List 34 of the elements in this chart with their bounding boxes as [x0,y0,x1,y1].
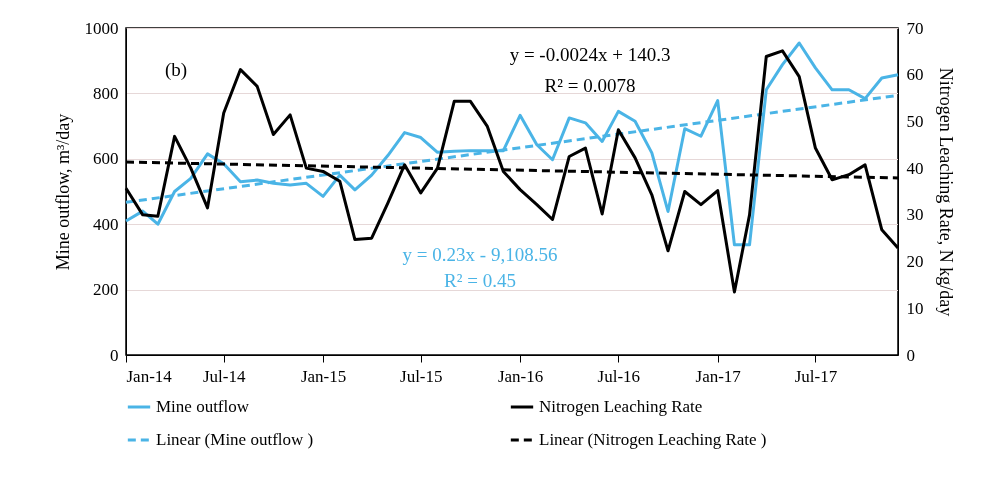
y-tick-label: 200 [93,280,119,300]
annotation: y = 0.23x - 9,108.56 [402,244,558,265]
annotation: y = -0.0024x + 140.3 [509,44,671,65]
legend-label: Nitrogen Leaching Rate [539,397,703,416]
y2-tick-label: 50 [906,111,924,131]
x-tick-label: Jul-17 [794,366,838,386]
legend-label: Mine outflow [156,397,250,416]
legend-label: Linear (Nitrogen Leaching Rate ) [539,430,767,449]
x-tick-label: Jul-16 [597,366,641,386]
y2-axis-title: Nitrogen Leaching Rate, N kg/day [935,67,956,317]
x-tick-label: Jan-15 [300,366,347,386]
x-tick-label: Jan-17 [695,366,742,386]
y2-tick-label: 20 [906,252,924,272]
legend-label: Linear (Mine outflow ) [156,430,314,449]
y-tick-label: 400 [93,214,119,234]
y2-tick-label: 30 [906,205,924,225]
annotation: R² = 0.0078 [544,75,636,96]
x-tick-label: Jan-14 [126,366,173,386]
y2-tick-label: 10 [906,298,924,318]
annotation: R² = 0.45 [444,270,516,291]
y-tick-label: 600 [93,149,119,169]
y2-tick-label: 40 [906,158,924,178]
y2-tick-label: 70 [906,18,924,38]
line-series [124,41,900,247]
y-axis-title: Mine outflow, m³/day [52,113,73,271]
y2-tick-label: 0 [906,345,915,365]
y-tick-label: 800 [93,83,119,103]
x-tick-label: Jan-16 [497,366,544,386]
x-tick-label: Jul-14 [202,366,246,386]
y2-tick-label: 60 [906,65,924,85]
x-tick-label: Jul-15 [400,366,443,386]
annotation: (b) [165,59,188,81]
y-tick-label: 0 [110,345,119,365]
y-tick-label: 1000 [84,18,119,38]
